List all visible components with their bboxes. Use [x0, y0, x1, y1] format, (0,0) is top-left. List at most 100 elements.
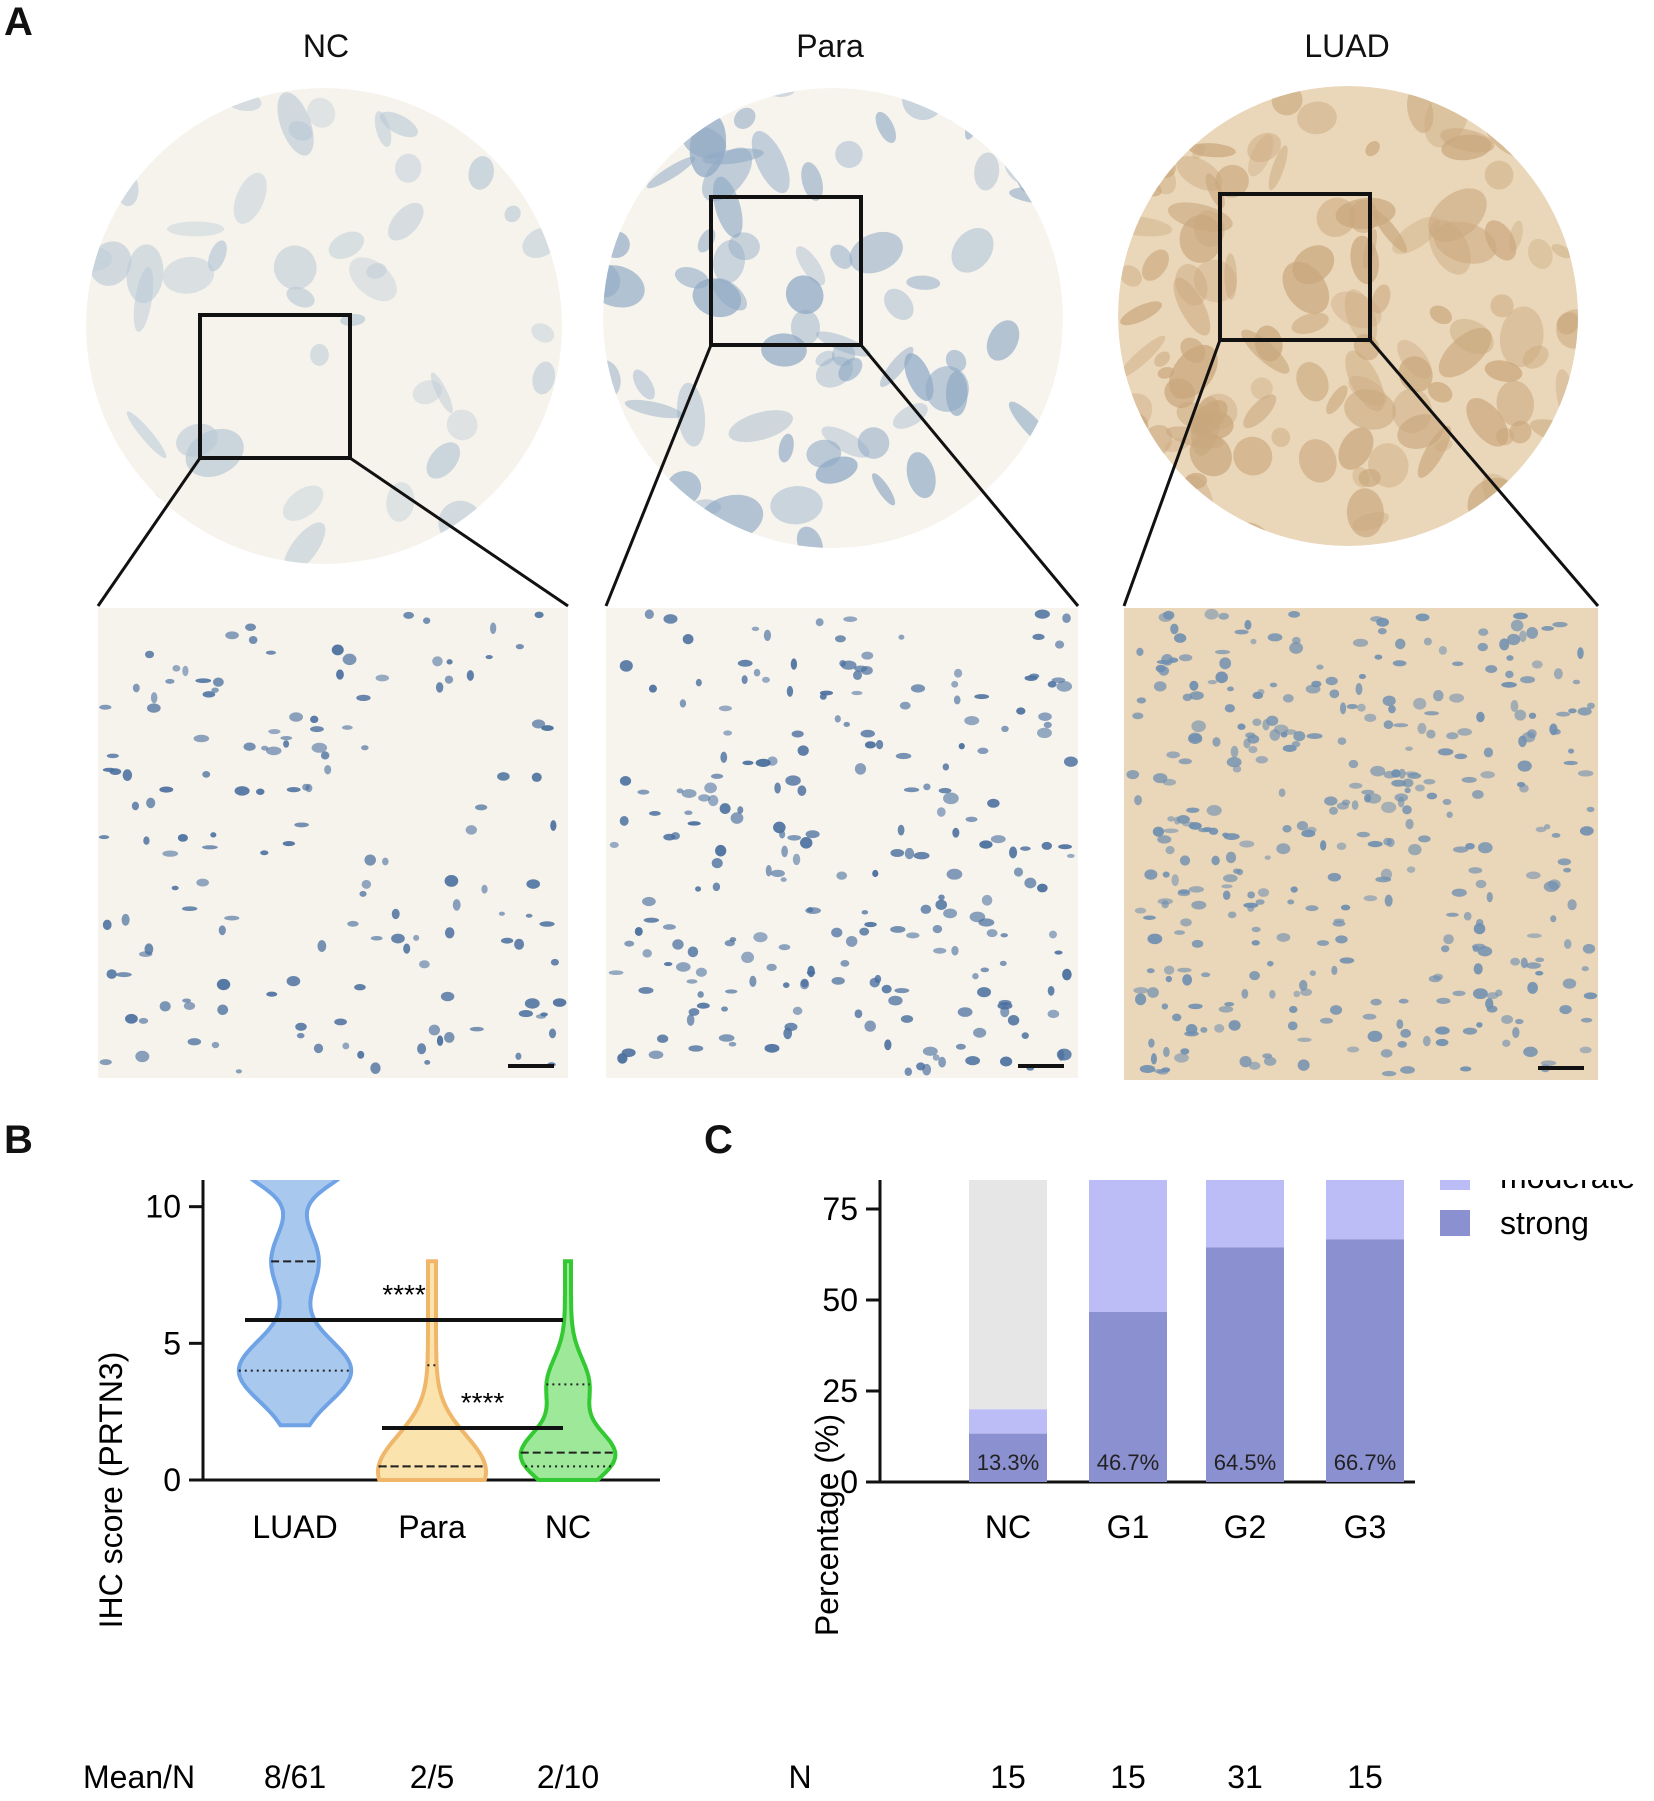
cell-nucleus [1352, 638, 1369, 647]
cell-nucleus [721, 1006, 728, 1012]
tissue-blob [1175, 91, 1220, 125]
cell-nucleus [1577, 770, 1594, 777]
cell-nucleus [1400, 1028, 1412, 1038]
cell-nucleus [1404, 771, 1418, 776]
cell-nucleus [1038, 712, 1052, 721]
cell-nucleus [145, 650, 155, 659]
cell-nucleus [550, 958, 559, 966]
cell-nucleus [1167, 816, 1175, 822]
cell-nucleus [943, 792, 959, 805]
cell-nucleus [1392, 660, 1407, 667]
zoom-connector-left [604, 344, 713, 607]
cell-nucleus [1388, 705, 1396, 714]
cell-nucleus [1541, 626, 1554, 631]
tissue-blob [103, 88, 147, 119]
legend-label-moderate: moderate [1500, 1180, 1635, 1195]
tissue-blob [374, 111, 392, 148]
cell-nucleus [1446, 732, 1459, 740]
cell-nucleus [531, 719, 546, 729]
cell-nucleus [106, 753, 119, 759]
zoom-region-box [198, 313, 352, 460]
cell-nucleus [836, 871, 848, 880]
cell-nucleus [890, 849, 905, 857]
cell-nucleus [485, 654, 493, 660]
cell-nucleus [621, 1048, 636, 1058]
cell-nucleus [469, 1026, 484, 1032]
cell-nucleus [1510, 619, 1524, 632]
cell-nucleus [1243, 738, 1251, 749]
tissue-blob [951, 227, 994, 273]
tissue-blob [1522, 345, 1549, 369]
cell-nucleus [609, 841, 619, 849]
cell-nucleus [1468, 867, 1483, 874]
cell-nucleus [1567, 899, 1577, 911]
bar-segment-weak-nc [969, 1180, 1047, 1410]
cell-nucleus [1528, 712, 1537, 719]
cell-nucleus [806, 970, 816, 976]
tma-core-background [86, 88, 562, 564]
tissue-blob [310, 343, 329, 366]
cell-nucleus [1436, 997, 1451, 1004]
cell-nucleus [719, 803, 731, 815]
cell-nucleus [938, 1056, 947, 1068]
cell-nucleus [1329, 689, 1340, 699]
cell-nucleus [1356, 831, 1370, 838]
cell-nucleus [869, 977, 880, 988]
cell-nucleus [370, 1062, 381, 1074]
cell-nucleus [708, 795, 719, 807]
cell-nucleus [1047, 985, 1055, 996]
tissue-blob [603, 443, 636, 466]
tissue-blob [1179, 214, 1223, 263]
cell-nucleus [489, 622, 497, 635]
cell-nucleus [1189, 691, 1204, 700]
cell-nucleus [1422, 1035, 1431, 1047]
cell-nucleus [435, 682, 444, 693]
cell-nucleus [341, 725, 353, 730]
cell-nucleus [181, 906, 198, 912]
cell-nucleus [1062, 968, 1072, 981]
cell-nucleus [1232, 765, 1242, 773]
cell-nucleus [1336, 802, 1349, 810]
cell-nucleus [342, 653, 357, 666]
cell-nucleus [648, 684, 657, 693]
cell-nucleus [423, 617, 431, 624]
cell-nucleus [1280, 731, 1288, 738]
cell-nucleus [1306, 826, 1317, 833]
violin-luad [236, 1180, 354, 1428]
cell-nucleus [704, 782, 717, 794]
cell-nucleus [642, 896, 656, 907]
cell-nucleus [953, 668, 963, 678]
cell-nucleus [766, 963, 777, 972]
tissue-blob [603, 133, 630, 182]
cell-nucleus [1016, 707, 1026, 715]
cell-nucleus [102, 767, 116, 772]
cell-nucleus [1446, 811, 1453, 818]
cell-nucleus [1289, 1005, 1298, 1014]
cell-nucleus [1051, 677, 1066, 683]
tissue-blob [1120, 301, 1163, 326]
data-label-strong-g3: 66.7% [1334, 1450, 1396, 1475]
tissue-blob [273, 245, 317, 290]
zoom-connector-right [859, 344, 1080, 607]
cell-nucleus [724, 939, 735, 947]
tissue-blob [1164, 378, 1196, 409]
cell-nucleus [1034, 609, 1050, 619]
tissue-blob [1438, 327, 1492, 378]
cell-nucleus [1367, 840, 1383, 848]
tissue-blob [1540, 500, 1578, 539]
tissue-blob [796, 526, 823, 548]
tissue-blob [283, 522, 326, 564]
cell-nucleus [1214, 649, 1231, 655]
tissue-blob [795, 246, 826, 286]
cell-nucleus [1191, 900, 1207, 910]
tissue-blob [646, 156, 696, 189]
cell-nucleus [515, 643, 524, 650]
cell-nucleus [1383, 720, 1394, 730]
cell-nucleus [177, 833, 188, 842]
cell-nucleus [1174, 633, 1187, 643]
cell-nucleus [898, 634, 905, 640]
cell-nucleus [619, 815, 629, 826]
cell-nucleus [1163, 965, 1175, 975]
cell-nucleus [688, 1008, 700, 1016]
cell-nucleus [218, 925, 226, 936]
